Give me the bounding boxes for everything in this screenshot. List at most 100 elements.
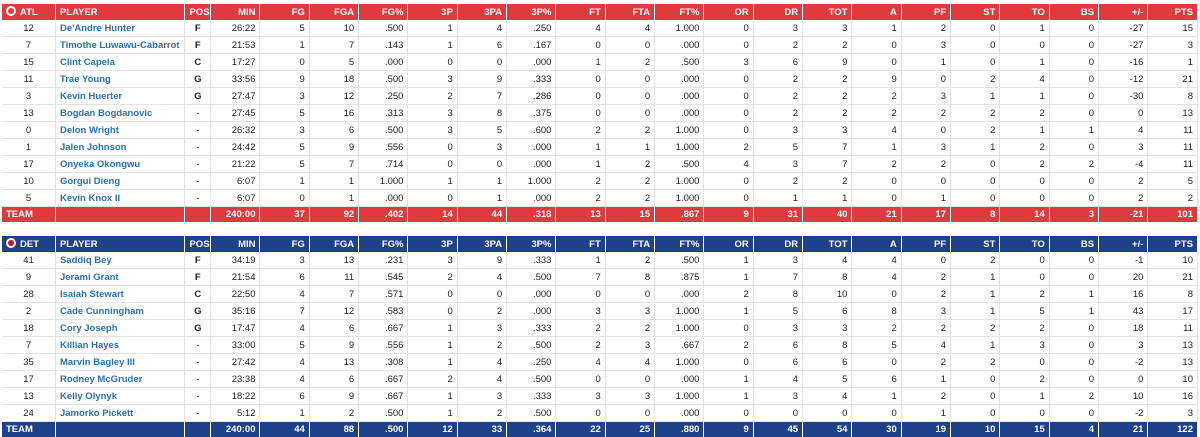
cell-pm: 16 xyxy=(1099,286,1148,303)
cell-ftp: 1.000 xyxy=(655,173,704,190)
cell-pts: 10 xyxy=(1148,252,1198,269)
column-header-pts[interactable]: PTS xyxy=(1148,4,1198,20)
cell-bs: 0 xyxy=(1049,54,1098,71)
cell-fta: 0 xyxy=(605,88,654,105)
cell-or: 1 xyxy=(704,269,753,286)
player-name-link[interactable]: Jalen Johnson xyxy=(55,139,185,156)
column-header-tpa[interactable]: 3PA xyxy=(457,236,506,252)
column-header-fgp[interactable]: FG% xyxy=(359,4,408,20)
cell-tot: 5 xyxy=(803,371,852,388)
column-header-bs[interactable]: BS xyxy=(1049,236,1098,252)
total-ft: 22 xyxy=(556,422,605,437)
column-header-ft[interactable]: FT xyxy=(556,236,605,252)
column-header-tpp[interactable]: 3P% xyxy=(507,4,556,20)
player-name-link[interactable]: Jerami Grant xyxy=(55,269,185,286)
cell-fg: 3 xyxy=(260,122,309,139)
column-header-tp[interactable]: 3P xyxy=(408,236,457,252)
column-header-pm[interactable]: +/- xyxy=(1099,236,1148,252)
column-header-player[interactable]: PLAYER xyxy=(55,236,185,252)
cell-a: 4 xyxy=(852,252,901,269)
column-header-tp[interactable]: 3P xyxy=(408,4,457,20)
cell-a: 4 xyxy=(852,269,901,286)
column-header-fga[interactable]: FGA xyxy=(309,4,358,20)
column-header-ftp[interactable]: FT% xyxy=(655,236,704,252)
player-name-link[interactable]: Delon Wright xyxy=(55,122,185,139)
column-header-tot[interactable]: TOT xyxy=(803,236,852,252)
column-header-ft[interactable]: FT xyxy=(556,4,605,20)
player-name-link[interactable]: Clint Capela xyxy=(55,54,185,71)
cell-dr: 3 xyxy=(753,122,802,139)
column-header-tot[interactable]: TOT xyxy=(803,4,852,20)
column-header-or[interactable]: OR xyxy=(704,236,753,252)
player-name-link[interactable]: Trae Young xyxy=(55,71,185,88)
column-header-pos[interactable]: POS xyxy=(185,4,211,20)
column-header-fga[interactable]: FGA xyxy=(309,236,358,252)
column-header-fg[interactable]: FG xyxy=(260,236,309,252)
column-header-bs[interactable]: BS xyxy=(1049,4,1098,20)
cell-ftp: 1.000 xyxy=(655,303,704,320)
column-header-fg[interactable]: FG xyxy=(260,4,309,20)
column-header-st[interactable]: ST xyxy=(951,236,1000,252)
column-header-min[interactable]: MIN xyxy=(211,236,260,252)
cell-ft: 4 xyxy=(556,354,605,371)
cell-pts: 3 xyxy=(1148,37,1198,54)
player-name-link[interactable]: Kevin Knox II xyxy=(55,190,185,207)
player-name-link[interactable]: Saddiq Bey xyxy=(55,252,185,269)
column-header-tpa[interactable]: 3PA xyxy=(457,4,506,20)
cell-or: 2 xyxy=(704,286,753,303)
player-name-link[interactable]: Onyeka Okongwu xyxy=(55,156,185,173)
column-header-player[interactable]: PLAYER xyxy=(55,4,185,20)
player-name-link[interactable]: Cory Joseph xyxy=(55,320,185,337)
player-name-link[interactable]: De'Andre Hunter xyxy=(55,20,185,37)
column-header-tpp[interactable]: 3P% xyxy=(507,236,556,252)
column-header-or[interactable]: OR xyxy=(704,4,753,20)
column-header-to[interactable]: TO xyxy=(1000,236,1049,252)
column-header-a[interactable]: A xyxy=(852,4,901,20)
column-header-pf[interactable]: PF xyxy=(901,4,950,20)
total-fga: 88 xyxy=(309,422,358,437)
cell-tpp: .167 xyxy=(507,37,556,54)
column-header-dr[interactable]: DR xyxy=(753,4,802,20)
cell-st: 1 xyxy=(951,337,1000,354)
column-header-fta[interactable]: FTA xyxy=(605,4,654,20)
player-name-link[interactable]: Rodney McGruder xyxy=(55,371,185,388)
column-header-pts[interactable]: PTS xyxy=(1148,236,1198,252)
column-header-to[interactable]: TO xyxy=(1000,4,1049,20)
cell-tpa: 6 xyxy=(457,37,506,54)
player-name-link[interactable]: Marvin Bagley III xyxy=(55,354,185,371)
player-name-link[interactable]: Gorgui Dieng xyxy=(55,173,185,190)
player-name-link[interactable]: Killian Hayes xyxy=(55,337,185,354)
cell-pf: 2 xyxy=(901,20,950,37)
column-header-fta[interactable]: FTA xyxy=(605,236,654,252)
cell-to: 5 xyxy=(1000,303,1049,320)
column-header-pm[interactable]: +/- xyxy=(1099,4,1148,20)
column-header-dr[interactable]: DR xyxy=(753,236,802,252)
player-name-link[interactable]: Cade Cunningham xyxy=(55,303,185,320)
cell-num: 17 xyxy=(2,156,55,173)
team-abbr: DET xyxy=(20,239,39,250)
player-name-link[interactable]: Jamorko Pickett xyxy=(55,405,185,422)
cell-pos: F xyxy=(185,252,211,269)
player-name-link[interactable]: Isaiah Stewart xyxy=(55,286,185,303)
column-header-pos[interactable]: POS xyxy=(185,236,211,252)
column-header-st[interactable]: ST xyxy=(951,4,1000,20)
cell-ftp: .000 xyxy=(655,286,704,303)
cell-num: 11 xyxy=(2,71,55,88)
cell-bs: 1 xyxy=(1049,286,1098,303)
column-header-a[interactable]: A xyxy=(852,236,901,252)
cell-pos: G xyxy=(185,320,211,337)
cell-pm: -27 xyxy=(1099,37,1148,54)
player-name-link[interactable]: Bogdan Bogdanovic xyxy=(55,105,185,122)
column-header-fgp[interactable]: FG% xyxy=(359,236,408,252)
column-header-min[interactable]: MIN xyxy=(211,4,260,20)
cell-fta: 0 xyxy=(605,105,654,122)
column-header-ftp[interactable]: FT% xyxy=(655,4,704,20)
cell-st: 0 xyxy=(951,190,1000,207)
cell-min: 6:07 xyxy=(211,173,260,190)
player-name-link[interactable]: Kevin Huerter xyxy=(55,88,185,105)
cell-ftp: .000 xyxy=(655,405,704,422)
column-header-pf[interactable]: PF xyxy=(901,236,950,252)
player-name-link[interactable]: Timothe Luwawu-Cabarrot xyxy=(55,37,185,54)
player-name-link[interactable]: Kelly Olynyk xyxy=(55,388,185,405)
cell-a: 0 xyxy=(852,190,901,207)
